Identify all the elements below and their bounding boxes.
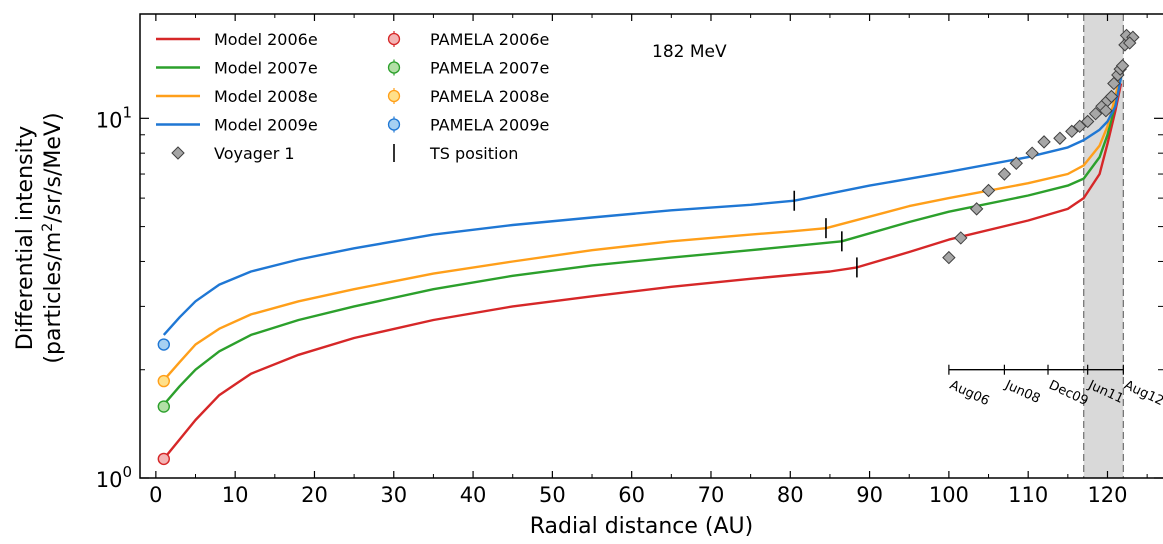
x-tick-label: 50	[539, 483, 566, 507]
y-axis-title-sup: 2	[40, 223, 56, 232]
legend: Model 2006e Model 2007e Model 2008e Model 2…	[156, 30, 549, 163]
legend-label: Model 2009e	[214, 116, 318, 135]
legend-swatch-diamond	[171, 146, 185, 160]
voyager-point	[1104, 89, 1119, 104]
voyager-point	[1073, 119, 1087, 134]
voyager-point	[997, 167, 1012, 181]
legend-label: Model 2008e	[214, 87, 318, 106]
y-axis-title-prefix: (particles/m	[41, 232, 66, 364]
legend-label: Model 2006e	[214, 30, 318, 49]
voyager-point	[942, 250, 956, 265]
y-tick-base: 10	[96, 108, 123, 132]
x-tick-label: 0	[149, 483, 162, 507]
timeline-label: Jun08	[1002, 377, 1043, 407]
legend-label: PAMELA 2008e	[430, 87, 549, 106]
y-tick-exp: 0	[122, 463, 132, 481]
series-line-model-2006e	[162, 83, 1123, 460]
legend-swatch-circle	[387, 118, 401, 131]
series-line-model-2007e	[162, 77, 1123, 406]
timeline-label: Aug12	[1122, 378, 1163, 409]
legend-swatch-circle	[387, 61, 401, 74]
y-axis-title-line2: (particles/m2/sr/s/MeV)	[40, 112, 66, 363]
voyager-point	[969, 202, 984, 216]
legend-swatch-circle	[387, 89, 401, 103]
y-axis-title-suffix: /sr/s/MeV)	[41, 112, 66, 222]
legend-label: TS position	[429, 144, 518, 163]
voyager-point	[1122, 36, 1137, 50]
plot-frame	[139, 13, 1163, 479]
x-tick-label: 60	[618, 483, 645, 507]
voyager-point	[1115, 59, 1130, 73]
voyager-point	[1009, 156, 1023, 170]
marker-layer	[157, 28, 1140, 466]
voyager-point	[1099, 103, 1113, 118]
y-tick-base: 10	[96, 468, 123, 492]
voyager-point	[981, 183, 996, 198]
series-layer	[162, 71, 1123, 460]
voyager-point	[1053, 131, 1067, 145]
legend-label: PAMELA 2007e	[430, 59, 549, 78]
x-tick-label: 70	[698, 483, 725, 507]
pamela-point	[157, 338, 170, 351]
x-tick-label: 90	[856, 483, 883, 507]
x-tick-label: 10	[222, 483, 249, 507]
legend-label: Voyager 1	[214, 144, 295, 163]
voyager-point	[1088, 106, 1103, 121]
voyager-point	[954, 231, 968, 245]
voyager-point	[1080, 114, 1095, 129]
voyager-point	[1037, 135, 1051, 149]
pamela-point	[157, 374, 170, 388]
series-line-model-2009e	[162, 77, 1123, 336]
x-tick-label: 20	[301, 483, 328, 507]
legend-label: PAMELA 2009e	[430, 116, 549, 135]
y-tick-label: 100	[96, 463, 132, 492]
y-axis-title: Differential intensity (particles/m2/sr/…	[13, 112, 66, 363]
x-tick-label: 100	[929, 483, 969, 507]
x-tick-label: 110	[1008, 483, 1048, 507]
y-tick-exp: 1	[122, 103, 132, 121]
x-tick-label: 40	[460, 483, 487, 507]
x-tick-label: 30	[380, 483, 407, 507]
x-axis-title: Radial distance (AU)	[530, 514, 753, 539]
pamela-point	[157, 400, 170, 413]
x-tick-label: 80	[777, 483, 804, 507]
pamela-point	[157, 452, 170, 466]
series-line-model-2008e	[162, 71, 1123, 381]
y-axis-title-line1: Differential intensity	[13, 126, 38, 351]
y-tick-label: 101	[96, 103, 132, 132]
legend-label: PAMELA 2006e	[430, 30, 549, 49]
voyager-point	[1025, 146, 1039, 160]
timeline-label: Aug06	[947, 378, 991, 409]
voyager-point	[1065, 124, 1079, 139]
energy-annotation: 182 MeV	[652, 42, 727, 62]
legend-swatch-circle	[387, 32, 401, 46]
x-tick-label: 120	[1087, 483, 1127, 507]
legend-label: Model 2007e	[214, 59, 318, 78]
